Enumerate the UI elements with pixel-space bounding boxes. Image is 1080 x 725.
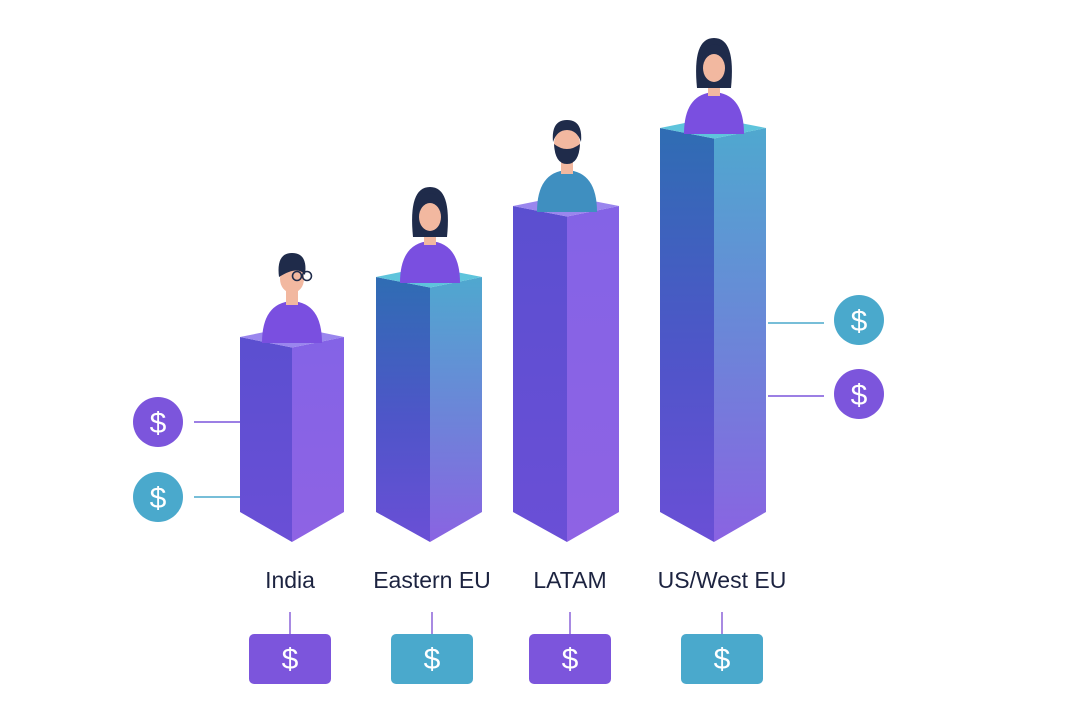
dollar-icon: $	[714, 643, 731, 676]
glasses-icon	[301, 270, 313, 282]
avatar-latam	[537, 120, 597, 212]
label-eastern-eu: Eastern EU	[373, 567, 491, 593]
cost-badge-latam: $	[529, 634, 611, 684]
bar-front-face	[513, 206, 567, 542]
label-latam: LATAM	[533, 567, 606, 593]
bar-side-face	[714, 128, 766, 542]
dollar-icon: $	[150, 407, 167, 440]
avatar-hair	[278, 253, 306, 277]
label-india: India	[265, 567, 315, 593]
coin-circle	[133, 397, 183, 447]
dollar-icon: $	[851, 305, 868, 338]
badge-background	[391, 634, 473, 684]
bar-front-face	[376, 277, 430, 542]
coin-right-bottom: $	[834, 369, 884, 419]
bar-front-face	[660, 128, 714, 542]
coin-left-bottom: $	[133, 472, 183, 522]
coin-circle	[834, 369, 884, 419]
avatar-hair	[552, 120, 582, 142]
cost-badge-india: $	[249, 634, 331, 684]
cost-badge-us-west-eu: $	[681, 634, 763, 684]
badge-background	[681, 634, 763, 684]
avatar-shirt	[537, 170, 597, 212]
avatar-beard	[554, 144, 580, 164]
coin-circle	[834, 295, 884, 345]
label-us-west-eu: US/West EU	[658, 567, 787, 593]
avatar-neck	[286, 291, 298, 305]
bar-side-face	[292, 337, 344, 542]
glasses-icon	[291, 270, 303, 282]
avatar-india	[262, 253, 322, 343]
dollar-icon: $	[851, 379, 868, 412]
badge-background	[529, 634, 611, 684]
coin-right-top: $	[834, 295, 884, 345]
dollar-icon: $	[562, 643, 579, 676]
avatar-fringe	[702, 44, 726, 60]
bar-side-face	[430, 277, 482, 542]
bar-side-face	[567, 206, 619, 542]
dollar-icon: $	[424, 643, 441, 676]
dollar-icon: $	[150, 482, 167, 515]
avatar-fringe	[418, 193, 442, 209]
avatar-shirt	[262, 301, 322, 343]
avatar-us-west-eu	[684, 38, 744, 134]
badge-background	[249, 634, 331, 684]
cost-badge-eastern-eu: $	[391, 634, 473, 684]
avatar-face	[419, 203, 441, 231]
bar-front-face	[240, 337, 292, 542]
bar-latam	[513, 120, 619, 542]
avatar-face	[703, 54, 725, 82]
avatar-eastern-eu	[400, 187, 460, 283]
dollar-icon: $	[282, 643, 299, 676]
avatar-shirt	[400, 241, 460, 283]
bar-eastern-eu	[376, 187, 482, 542]
avatar-shirt	[684, 92, 744, 134]
coin-left-top: $	[133, 397, 183, 447]
bar-us-west-eu	[660, 38, 766, 542]
bar-india	[240, 253, 344, 542]
coin-circle	[133, 472, 183, 522]
